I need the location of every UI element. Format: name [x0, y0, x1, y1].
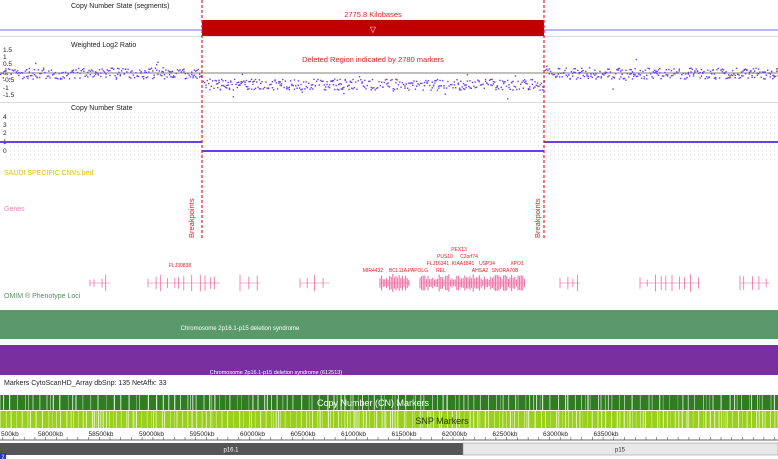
- log2-track: Weighted Log2 Ratio 1.510.5 0-0.5-1-1.5 D…: [0, 42, 778, 100]
- gene-label: MIR4432: [363, 268, 384, 274]
- ruler-tick-label: 60000kb: [240, 431, 265, 438]
- ruler-tick-label: 61000kb: [341, 431, 366, 438]
- cn-state-grid: [10, 112, 778, 160]
- log2-tick-label: 1.5: [3, 47, 12, 54]
- gene-label: SNORA70B: [492, 268, 519, 274]
- gene-label: KIAA1841: [452, 261, 475, 267]
- log2-tick-label: 1: [3, 54, 7, 61]
- log2-scatter-points: [0, 58, 778, 100]
- deletion-size-label: 2775.8 Kilobases: [344, 10, 402, 19]
- log2-label: Weighted Log2 Ratio: [71, 42, 136, 49]
- cn-tick-label: 3: [3, 122, 7, 129]
- omim-green-bar-label: Chromosome 2p16.1-p15 deletion syndrome: [181, 326, 300, 332]
- snp-markers-label: SNP Markers: [415, 416, 469, 426]
- cn-segments-track: Copy Number State (segments) 2775.8 Kilo…: [0, 3, 778, 36]
- gene-label: USP34: [479, 261, 495, 267]
- log2-axis-ticks: 1.510.5 0-0.5-1-1.5: [3, 47, 15, 99]
- cytoband-ideogram[interactable]: p16.1 p15: [0, 442, 778, 456]
- log2-tick-label: 0: [3, 70, 7, 77]
- omim-purple-bar[interactable]: [0, 345, 778, 375]
- cn-marker-gaps: [0, 395, 775, 410]
- gene-label: PAPOLG: [408, 268, 428, 274]
- omim-track-label: OMIM ® Phenotype Loci: [4, 292, 81, 300]
- ruler-tick-label: 62500kb: [493, 431, 518, 438]
- cn-tick-label: 4: [3, 114, 7, 121]
- ruler-tick-label: 61500kb: [392, 431, 417, 438]
- cn-tick-label: 0: [3, 148, 7, 155]
- deleted-region-label: Deleted Region indicated by 2780 markers: [302, 55, 444, 64]
- gene-models[interactable]: [89, 274, 770, 292]
- cytoband-label-p15: p15: [615, 448, 626, 454]
- log2-tick-label: 0.5: [3, 61, 12, 68]
- markers-track-label: Markers CytoScanHD_Array dbSnp: 135 NetA…: [4, 380, 167, 387]
- cn-state-label: Copy Number State: [71, 105, 133, 112]
- cn-segments-label: Copy Number State (segments): [71, 3, 169, 10]
- ruler-tick-label: 60500kb: [291, 431, 316, 438]
- gene-label: BCL11A: [389, 268, 408, 274]
- cn-markers-bar[interactable]: [0, 395, 778, 410]
- cn-state-axis-ticks: 43210: [3, 114, 7, 155]
- cytoband-p15[interactable]: [462, 442, 778, 456]
- snp-marker-gaps: [0, 411, 778, 428]
- genes-track-label: Genes: [4, 206, 25, 213]
- omim-purple-bar-label: Chromosome 2p16.1-p15 deletion syndrome …: [210, 370, 343, 376]
- breakpoint-right-label: Breakpoints: [533, 198, 542, 238]
- ruler-tick-label: 58500kb: [89, 431, 114, 438]
- log2-tick-label: -1: [3, 85, 9, 92]
- ruler-tick-label: 500kb: [1, 431, 19, 438]
- gene-label: REL: [436, 268, 446, 274]
- ruler-tick-label: 63500kb: [594, 431, 619, 438]
- ruler-tick-label: 59000kb: [139, 431, 164, 438]
- ruler-tick-label: 59500kb: [190, 431, 215, 438]
- cytoband-label-p16-1: p16.1: [223, 448, 239, 454]
- collapse-toggle-icon[interactable]: ▽: [370, 25, 377, 34]
- saudi-track-label: SAUDI SPECIFIC CNVs.bed: [4, 170, 94, 177]
- gene-label: XPO1: [510, 261, 524, 267]
- ruler-tick-label: 63000kb: [543, 431, 568, 438]
- svg-text:2: 2: [2, 455, 5, 459]
- log2-tick-label: -1.5: [3, 92, 15, 99]
- log2-tick-label: -0.5: [3, 77, 15, 84]
- breakpoint-left-label: Breakpoints: [187, 198, 196, 238]
- gene-label: PUS10: [437, 254, 453, 260]
- corner-icon[interactable]: 2: [0, 453, 6, 459]
- breakpoints: Breakpoints Breakpoints: [187, 0, 545, 238]
- ruler-tick-label: 62000kb: [442, 431, 467, 438]
- cytoband-p16-1[interactable]: [0, 443, 463, 455]
- deletion-segment[interactable]: [202, 20, 544, 36]
- ruler-tick-label: 58000kb: [38, 431, 63, 438]
- snp-markers-bar[interactable]: [0, 411, 778, 428]
- cn-state-track: Copy Number State 43210: [0, 105, 778, 160]
- gene-label: PEX13: [451, 247, 467, 253]
- gene-label: FLJ30838: [169, 263, 191, 269]
- omim-green-bar[interactable]: [0, 310, 778, 339]
- coordinate-ruler: 500kb 58000kb 58500kb 59000kb 59500kb 60000kb…: [0, 431, 778, 441]
- gene-label: C2orf74: [460, 254, 478, 260]
- gene-label: AHSA2: [472, 268, 489, 274]
- gene-labels: FLJ30838 MIR4432 BCL11A PAPOLG RELFLJ16341PU…: [169, 247, 524, 274]
- cn-tick-label: 2: [3, 130, 7, 137]
- cn-markers-label: Copy Number (CN) Markers: [317, 398, 430, 408]
- gene-label: FLJ16341: [427, 261, 449, 267]
